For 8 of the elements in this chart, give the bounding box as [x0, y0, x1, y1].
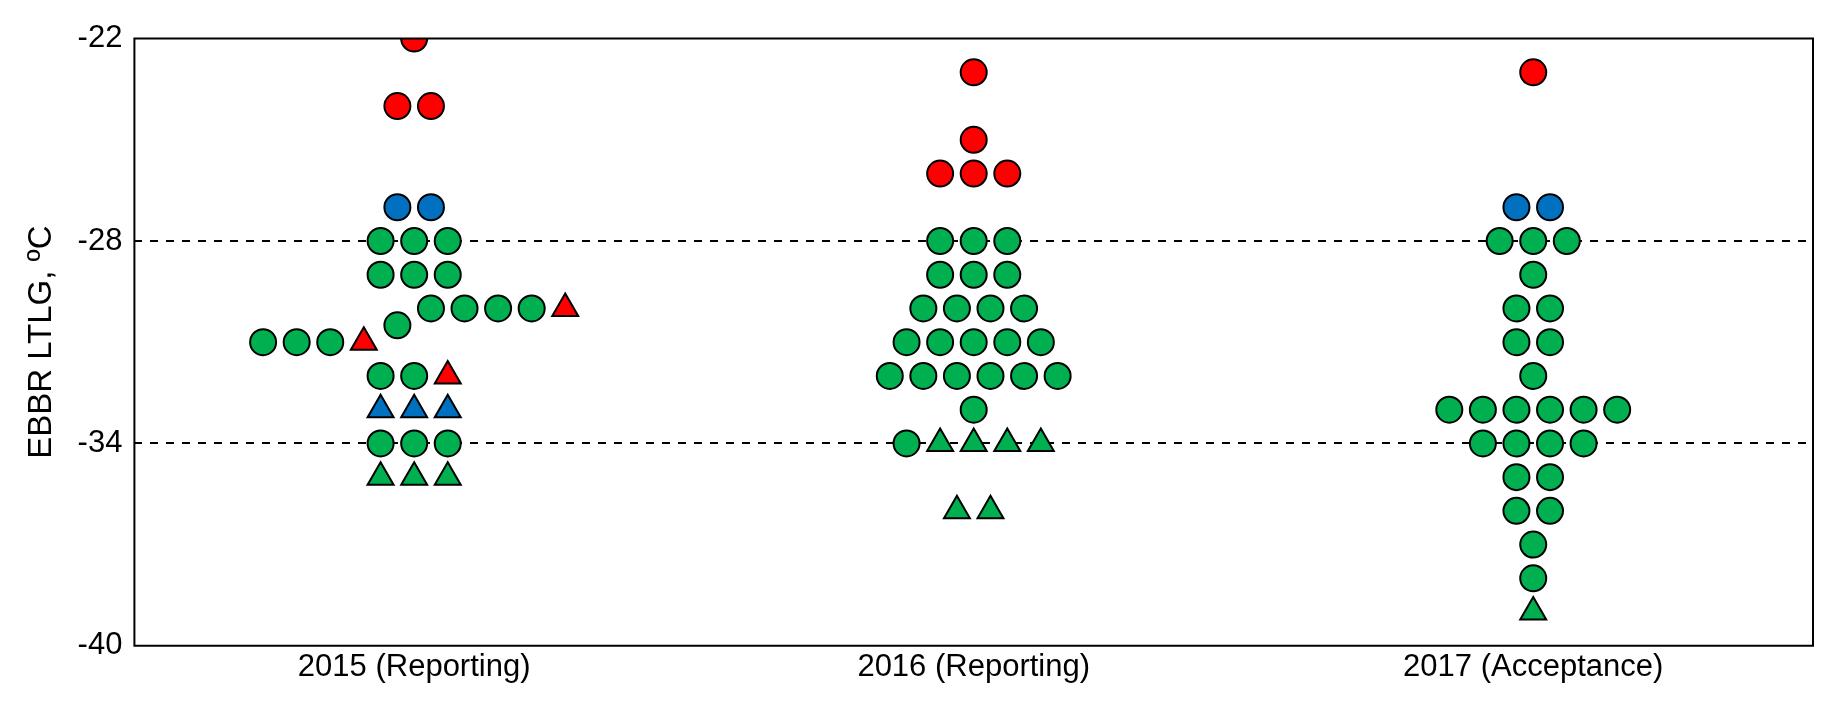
y-tick-label: -40 — [77, 626, 123, 662]
x-tick-label: 2015 (Reporting) — [297, 647, 531, 683]
y-tick-label: -28 — [77, 221, 123, 257]
x-tick-label: 2016 (Reporting) — [857, 647, 1091, 683]
y-tick-label: -22 — [77, 19, 123, 55]
y-tick-label: -34 — [77, 423, 123, 459]
y-axis-title: EBBR LTLG, ºC — [20, 225, 58, 459]
x-tick-label: 2017 (Acceptance) — [1403, 647, 1664, 683]
